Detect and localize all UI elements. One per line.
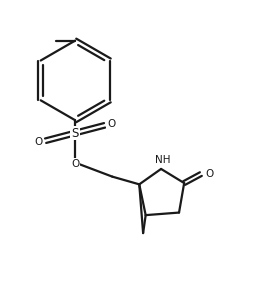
Text: O: O <box>71 159 79 169</box>
Text: O: O <box>107 119 115 129</box>
Text: S: S <box>71 126 79 139</box>
Text: O: O <box>34 137 43 147</box>
Text: O: O <box>205 169 214 179</box>
Text: NH: NH <box>155 155 170 165</box>
